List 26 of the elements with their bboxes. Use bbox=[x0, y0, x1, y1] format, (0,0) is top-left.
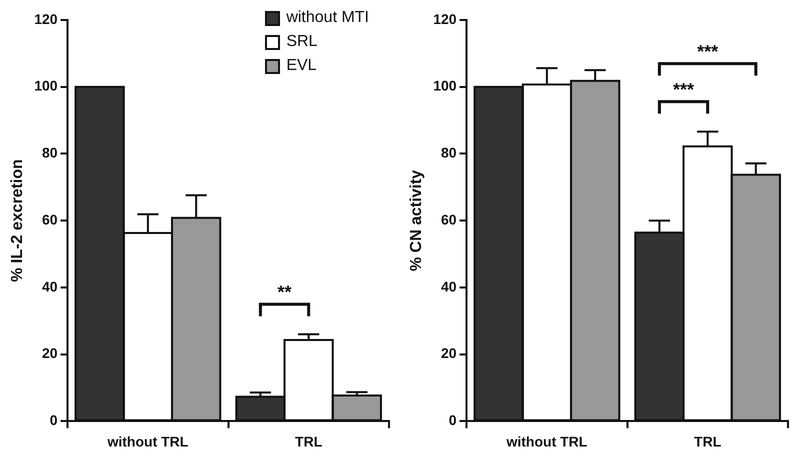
annotation: *** bbox=[673, 80, 694, 100]
annotation: *** bbox=[697, 42, 718, 62]
y-tick-label: 80 bbox=[440, 144, 457, 161]
y-tick-label: 20 bbox=[42, 345, 58, 362]
y-tick-label: 0 bbox=[448, 412, 457, 428]
y-tick-label: 60 bbox=[440, 211, 457, 228]
y-tick-label: 100 bbox=[34, 78, 58, 94]
y-tick-label: 100 bbox=[433, 78, 457, 94]
y-tick-label: 60 bbox=[42, 211, 58, 228]
y-tick-label: 120 bbox=[433, 10, 457, 27]
y-tick-label: 0 bbox=[50, 412, 58, 428]
legend-label: SRL bbox=[286, 33, 318, 51]
x-tick-label: TRL bbox=[295, 433, 323, 450]
x-tick-label: without TRL bbox=[106, 433, 189, 450]
x-tick-label: TRL bbox=[694, 433, 722, 450]
y-tick-label: 20 bbox=[440, 345, 457, 362]
y-tick-label: 40 bbox=[440, 278, 457, 294]
y-tick-label: 120 bbox=[34, 10, 58, 27]
x-tick-label: without TRL bbox=[505, 433, 588, 450]
legend-label: EVL bbox=[286, 57, 317, 75]
y-axis-title: % IL-2 excretion bbox=[9, 159, 26, 282]
y-tick-label: 80 bbox=[42, 144, 58, 161]
legend-label: without MTI bbox=[286, 9, 369, 27]
y-axis-title: % CN activity bbox=[408, 170, 426, 272]
y-tick-label: 40 bbox=[42, 278, 58, 294]
annotation: ** bbox=[278, 282, 292, 302]
